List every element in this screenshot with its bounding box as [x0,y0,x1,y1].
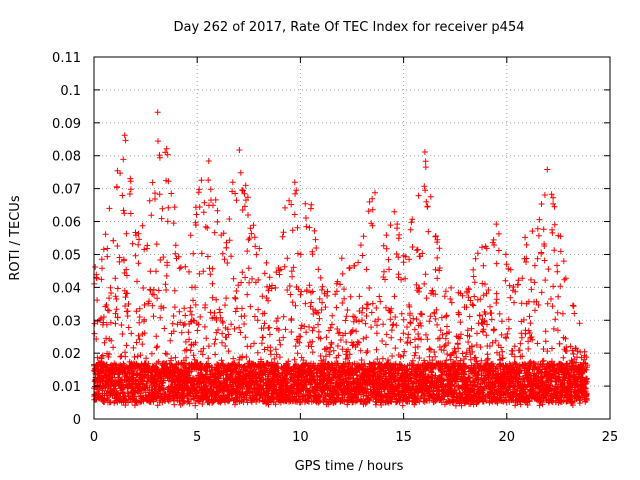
x-tick-label: 5 [193,430,201,445]
chart-title: Day 262 of 2017, Rate Of TEC Index for r… [174,20,525,35]
axes [93,56,611,420]
plot-frame [93,56,611,420]
y-tick-label: 0.07 [52,183,81,198]
y-tick-label: 0.05 [52,248,81,263]
y-tick-label: 0.09 [52,117,81,132]
y-tick-label: 0.11 [52,51,81,66]
x-tick-label: 10 [292,430,309,445]
y-tick-label: 0.03 [52,314,81,329]
roti-points [91,109,591,409]
x-tick-label: 20 [499,430,516,445]
y-tick-label: 0.04 [52,281,81,296]
y-tick-label: 0.01 [52,380,81,395]
y-tick-label: 0.02 [52,347,81,362]
data-points [91,109,591,409]
x-tick-label: 25 [602,430,619,445]
x-axis-label: GPS time / hours [295,459,404,474]
x-tick-label: 0 [90,430,98,445]
y-axis-label: ROTI / TECUs [8,195,23,280]
tick-labels: 0 5 10 15 20 25 0 0.01 0.02 0.03 0.04 0.05 0.06 0.07 0… [52,51,618,445]
grid [94,57,610,419]
y-tick-label: 0 [73,413,81,428]
y-tick-label: 0.1 [60,84,81,99]
y-tick-label: 0.08 [52,150,81,165]
x-tick-label: 15 [395,430,412,445]
y-tick-label: 0.06 [52,216,81,231]
